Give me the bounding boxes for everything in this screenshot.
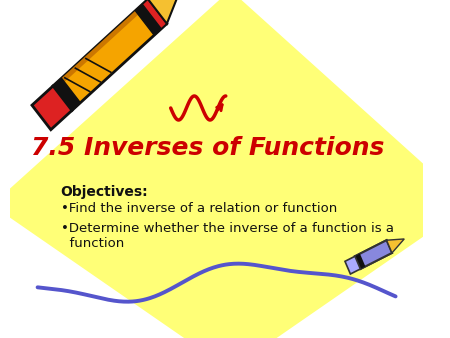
Polygon shape bbox=[142, 0, 167, 29]
Text: Objectives:: Objectives: bbox=[61, 185, 148, 199]
Text: 7.5 Inverses of Functions: 7.5 Inverses of Functions bbox=[31, 136, 384, 160]
Polygon shape bbox=[32, 86, 72, 130]
Polygon shape bbox=[135, 4, 161, 35]
Polygon shape bbox=[53, 78, 81, 111]
Polygon shape bbox=[355, 240, 392, 269]
Polygon shape bbox=[53, 0, 151, 90]
Text: •Determine whether the inverse of a function is a
  function: •Determine whether the inverse of a func… bbox=[61, 222, 394, 250]
Polygon shape bbox=[148, 0, 180, 24]
Polygon shape bbox=[355, 254, 365, 269]
Polygon shape bbox=[387, 239, 404, 253]
Polygon shape bbox=[355, 240, 392, 269]
Polygon shape bbox=[53, 0, 167, 111]
Text: •Find the inverse of a relation or function: •Find the inverse of a relation or funct… bbox=[61, 202, 337, 215]
Polygon shape bbox=[345, 256, 360, 274]
